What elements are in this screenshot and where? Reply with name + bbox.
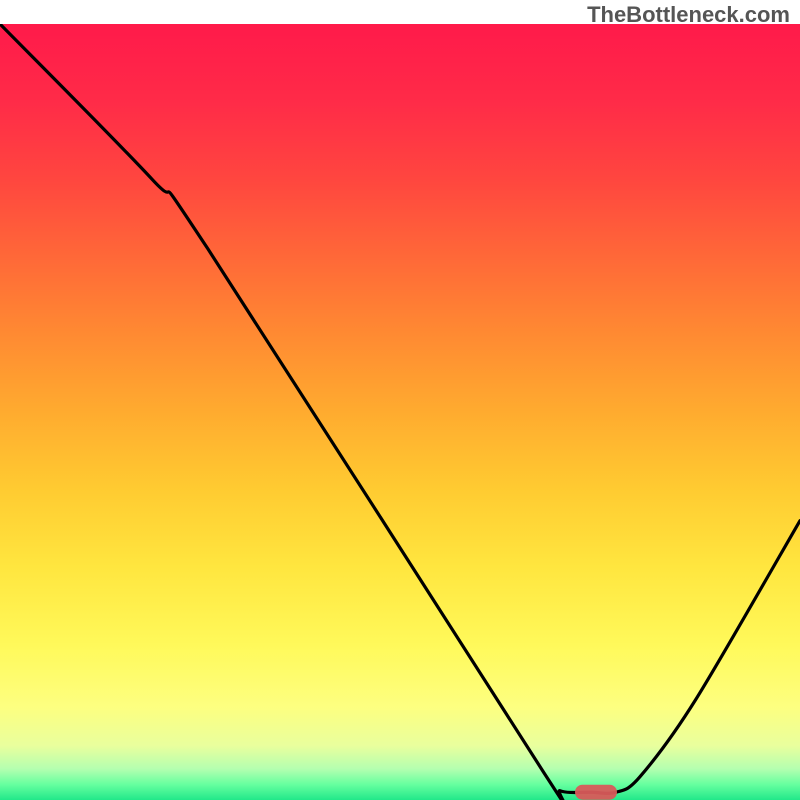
chart-overlay <box>0 24 800 800</box>
bottleneck-curve <box>0 24 800 800</box>
watermark-text: TheBottleneck.com <box>587 2 790 28</box>
bottleneck-chart <box>0 24 800 800</box>
optimal-marker <box>575 785 617 800</box>
